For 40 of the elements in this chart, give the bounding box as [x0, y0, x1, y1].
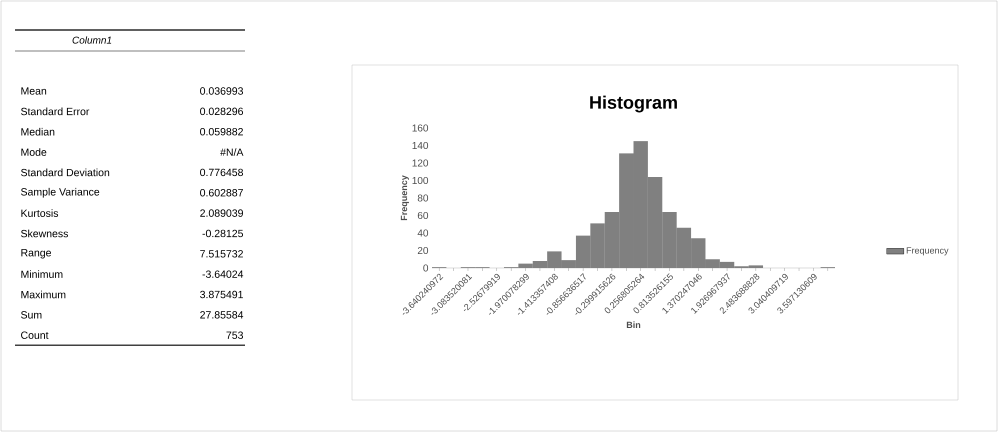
text: Maximum — [21, 290, 66, 298]
text: Column1 — [72, 36, 112, 44]
y-tick-label: 100 — [412, 176, 428, 184]
text: Kurtosis — [21, 209, 58, 217]
text: Median — [21, 128, 54, 136]
y-tick-label: 80 — [418, 194, 428, 202]
text: 753 — [226, 331, 244, 339]
text: -3.64024 — [202, 270, 244, 278]
text: Mean — [21, 87, 46, 95]
text: 27.85584 — [200, 311, 244, 319]
text: Skewness — [21, 230, 68, 238]
text: Sum — [21, 311, 42, 319]
y-axis-title: Frequency — [400, 175, 409, 220]
text: 7.515732 — [200, 250, 243, 258]
y-tick-label: 140 — [412, 142, 428, 150]
y-tick-label: 160 — [412, 124, 428, 132]
text: Standard Deviation — [21, 168, 110, 176]
y-tick-label: 120 — [412, 159, 428, 167]
text: 0.028296 — [200, 108, 244, 116]
chart-title: Histogram — [590, 96, 677, 112]
text: 0.602887 — [200, 189, 243, 196]
x-axis-title: Bin — [626, 321, 640, 328]
text: #N/A — [220, 148, 244, 156]
y-tick-label: 40 — [418, 229, 428, 237]
text: Minimum — [21, 270, 62, 278]
text: Range — [21, 249, 51, 258]
text: 3.875491 — [200, 290, 243, 298]
y-tick-label: 0 — [423, 264, 428, 272]
text: Mode — [21, 148, 46, 156]
y-tick-label: 20 — [418, 246, 428, 254]
text: Sample Variance — [21, 188, 100, 198]
text: Count — [21, 331, 48, 339]
text: 0.059882 — [200, 128, 243, 136]
text: Standard Error — [21, 107, 90, 116]
text: -0.28125 — [202, 230, 244, 238]
text: 0.036993 — [200, 87, 244, 95]
legend-label: Frequency — [906, 247, 949, 256]
text: 0.776458 — [200, 168, 244, 176]
text: 2.089039 — [200, 209, 243, 217]
y-tick-label: 60 — [418, 212, 428, 220]
